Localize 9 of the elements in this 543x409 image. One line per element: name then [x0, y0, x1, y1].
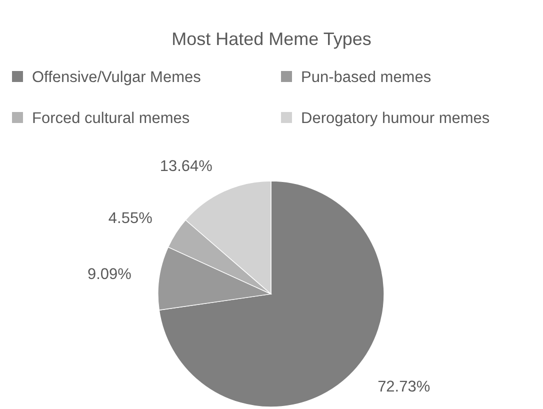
data-label: 13.64% — [160, 158, 213, 175]
data-label: 9.09% — [87, 266, 132, 283]
chart-title: Most Hated Meme Types — [172, 29, 372, 49]
data-label: 72.73% — [378, 378, 430, 396]
legend-label: Pun-based memes — [301, 69, 432, 86]
legend-label: Offensive/Vulgar Memes — [32, 69, 202, 86]
data-label: 4.55% — [108, 210, 153, 227]
legend-label: Derogatory humour memes — [301, 110, 490, 127]
legend-label: Forced cultural memes — [32, 110, 190, 127]
